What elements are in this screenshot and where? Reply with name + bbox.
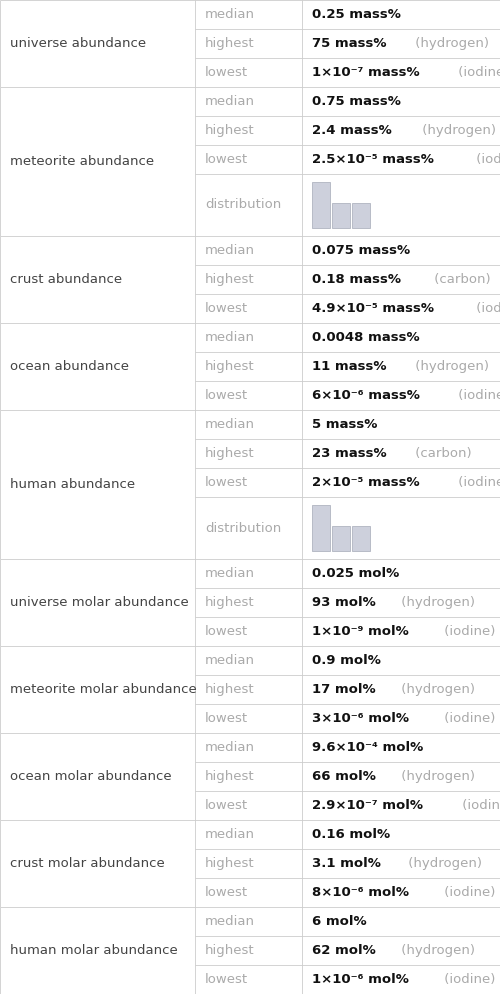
Text: 93 mol%: 93 mol%: [312, 596, 376, 609]
Text: 17 mol%: 17 mol%: [312, 683, 376, 696]
Text: lowest: lowest: [205, 476, 248, 489]
Text: lowest: lowest: [205, 712, 248, 725]
Text: (hydrogen): (hydrogen): [398, 944, 475, 957]
Text: 2.4 mass%: 2.4 mass%: [312, 124, 392, 137]
Text: 8×10⁻⁶ mol%: 8×10⁻⁶ mol%: [312, 886, 409, 899]
Text: lowest: lowest: [205, 66, 248, 79]
Text: (iodine): (iodine): [454, 66, 500, 79]
Text: 1×10⁻⁶ mol%: 1×10⁻⁶ mol%: [312, 973, 409, 986]
Bar: [332, 526, 350, 551]
Text: 4.9×10⁻⁵ mass%: 4.9×10⁻⁵ mass%: [312, 302, 434, 315]
Text: 1×10⁻⁹ mol%: 1×10⁻⁹ mol%: [312, 625, 409, 638]
Text: 0.18 mass%: 0.18 mass%: [312, 273, 401, 286]
Text: 3×10⁻⁶ mol%: 3×10⁻⁶ mol%: [312, 712, 409, 725]
Text: median: median: [205, 567, 255, 580]
Text: universe molar abundance: universe molar abundance: [10, 596, 189, 609]
Text: 1×10⁻⁷ mass%: 1×10⁻⁷ mass%: [312, 66, 420, 79]
Text: 0.0048 mass%: 0.0048 mass%: [312, 331, 420, 344]
Text: lowest: lowest: [205, 389, 248, 402]
Text: median: median: [205, 418, 255, 431]
Text: ocean molar abundance: ocean molar abundance: [10, 770, 172, 783]
Text: (iodine): (iodine): [472, 302, 500, 315]
Text: (hydrogen): (hydrogen): [418, 124, 496, 137]
Text: 0.9 mol%: 0.9 mol%: [312, 654, 381, 667]
Text: 66 mol%: 66 mol%: [312, 770, 376, 783]
Text: (iodine): (iodine): [454, 389, 500, 402]
Text: 0.25 mass%: 0.25 mass%: [312, 8, 401, 21]
Text: lowest: lowest: [205, 886, 248, 899]
Text: lowest: lowest: [205, 973, 248, 986]
Text: lowest: lowest: [205, 153, 248, 166]
Text: human molar abundance: human molar abundance: [10, 944, 178, 957]
Text: 3.1 mol%: 3.1 mol%: [312, 857, 381, 870]
Text: highest: highest: [205, 360, 254, 373]
Bar: [312, 182, 330, 228]
Text: 0.075 mass%: 0.075 mass%: [312, 244, 410, 257]
Text: crust abundance: crust abundance: [10, 273, 122, 286]
Text: median: median: [205, 654, 255, 667]
Text: human abundance: human abundance: [10, 478, 135, 491]
Bar: [312, 505, 330, 551]
Text: highest: highest: [205, 273, 254, 286]
Text: highest: highest: [205, 683, 254, 696]
Text: 2×10⁻⁵ mass%: 2×10⁻⁵ mass%: [312, 476, 420, 489]
Bar: [332, 203, 350, 228]
Text: (iodine): (iodine): [440, 625, 495, 638]
Text: (hydrogen): (hydrogen): [398, 770, 475, 783]
Text: highest: highest: [205, 447, 254, 460]
Text: median: median: [205, 741, 255, 754]
Text: highest: highest: [205, 857, 254, 870]
Text: 0.75 mass%: 0.75 mass%: [312, 95, 401, 108]
Text: 6 mol%: 6 mol%: [312, 915, 366, 928]
Text: meteorite abundance: meteorite abundance: [10, 155, 154, 168]
Text: (iodine): (iodine): [454, 476, 500, 489]
Text: 2.5×10⁻⁵ mass%: 2.5×10⁻⁵ mass%: [312, 153, 434, 166]
Text: (iodine): (iodine): [472, 153, 500, 166]
Text: distribution: distribution: [205, 522, 281, 535]
Text: 6×10⁻⁶ mass%: 6×10⁻⁶ mass%: [312, 389, 420, 402]
Text: 23 mass%: 23 mass%: [312, 447, 386, 460]
Text: lowest: lowest: [205, 625, 248, 638]
Text: 75 mass%: 75 mass%: [312, 37, 386, 50]
Text: distribution: distribution: [205, 199, 281, 212]
Text: median: median: [205, 915, 255, 928]
Text: 9.6×10⁻⁴ mol%: 9.6×10⁻⁴ mol%: [312, 741, 423, 754]
Text: meteorite molar abundance: meteorite molar abundance: [10, 683, 197, 696]
Text: median: median: [205, 8, 255, 21]
Text: (hydrogen): (hydrogen): [404, 857, 482, 870]
Text: 2.9×10⁻⁷ mol%: 2.9×10⁻⁷ mol%: [312, 799, 423, 812]
Text: highest: highest: [205, 944, 254, 957]
Text: (iodine): (iodine): [458, 799, 500, 812]
Text: (hydrogen): (hydrogen): [398, 596, 475, 609]
Text: (iodine): (iodine): [440, 973, 496, 986]
Text: (iodine): (iodine): [440, 886, 496, 899]
Text: 5 mass%: 5 mass%: [312, 418, 378, 431]
Text: highest: highest: [205, 770, 254, 783]
Bar: [352, 526, 370, 551]
Text: crust molar abundance: crust molar abundance: [10, 857, 165, 870]
Text: median: median: [205, 244, 255, 257]
Text: 0.16 mol%: 0.16 mol%: [312, 828, 390, 841]
Text: 0.025 mol%: 0.025 mol%: [312, 567, 399, 580]
Text: universe abundance: universe abundance: [10, 37, 146, 50]
Text: ocean abundance: ocean abundance: [10, 360, 129, 373]
Text: lowest: lowest: [205, 302, 248, 315]
Text: (hydrogen): (hydrogen): [411, 360, 489, 373]
Bar: [352, 203, 370, 228]
Text: (carbon): (carbon): [412, 447, 472, 460]
Text: highest: highest: [205, 37, 254, 50]
Text: median: median: [205, 95, 255, 108]
Text: lowest: lowest: [205, 799, 248, 812]
Text: median: median: [205, 828, 255, 841]
Text: 62 mol%: 62 mol%: [312, 944, 376, 957]
Text: (hydrogen): (hydrogen): [397, 683, 475, 696]
Text: (carbon): (carbon): [430, 273, 490, 286]
Text: highest: highest: [205, 124, 254, 137]
Text: (iodine): (iodine): [440, 712, 496, 725]
Text: (hydrogen): (hydrogen): [411, 37, 489, 50]
Text: median: median: [205, 331, 255, 344]
Text: 11 mass%: 11 mass%: [312, 360, 386, 373]
Text: highest: highest: [205, 596, 254, 609]
